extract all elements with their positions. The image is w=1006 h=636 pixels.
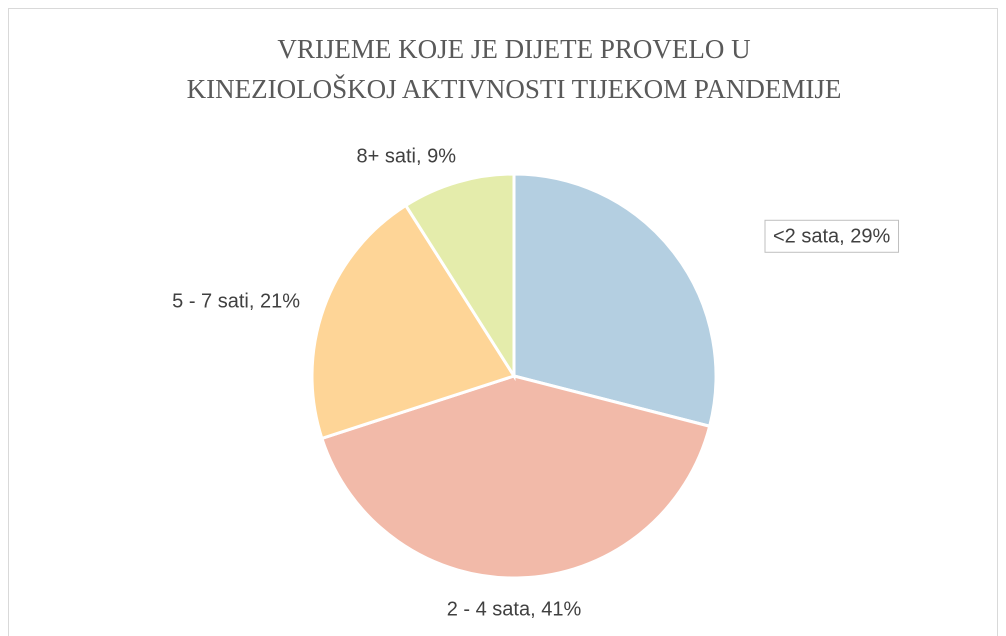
pie-slice (310, 203, 517, 441)
pie-slice (512, 172, 718, 429)
data-label: 5 - 7 sati, 21% (172, 290, 300, 312)
chart-title: VRIJEME KOJE JE DIJETE PROVELO U (277, 34, 750, 64)
data-label: 8+ sati, 9% (356, 145, 456, 167)
data-label: 2 - 4 sata, 41% (447, 598, 582, 620)
chart-title: KINEZIOLOŠKOJ AKTIVNOSTI TIJEKOM PANDEMI… (187, 74, 842, 104)
data-label-box (764, 219, 900, 253)
data-label: <2 sata, 29% (773, 225, 891, 247)
pie-slice (403, 172, 516, 382)
pie-slice (319, 374, 712, 580)
